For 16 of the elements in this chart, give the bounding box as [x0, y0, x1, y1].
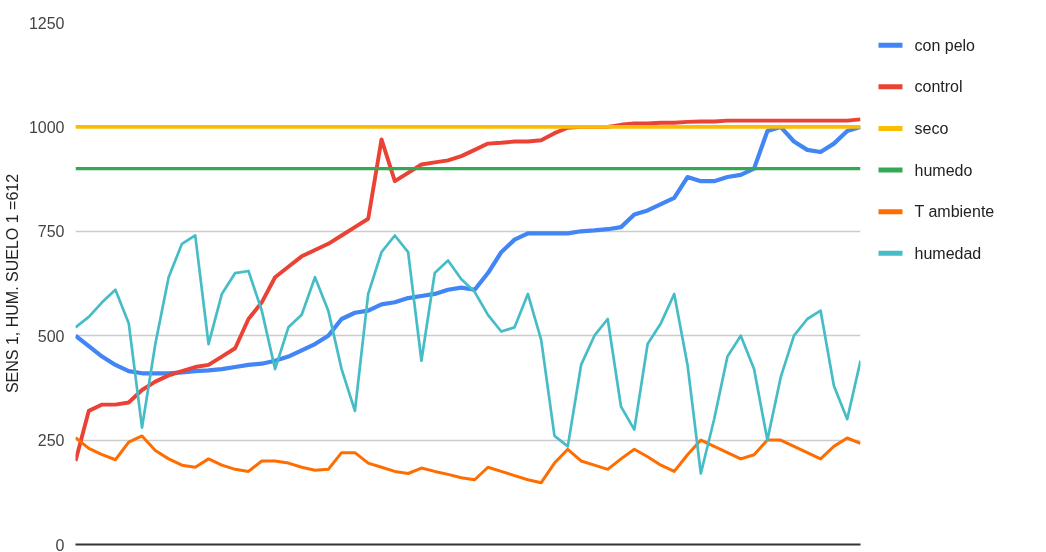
- y-axis-title: SENS 1, HUM. SUELO 1 =612: [3, 173, 21, 394]
- legend-label: control: [914, 78, 963, 96]
- y-tick-label: 750: [37, 223, 65, 241]
- y-tick-label: 0: [55, 536, 65, 552]
- legend-label: con pelo: [914, 36, 976, 54]
- line-series: [75, 234, 861, 475]
- y-tick-label: 500: [37, 327, 65, 345]
- y-tick-label: 1000: [28, 118, 65, 136]
- legend-label: humedad: [914, 244, 982, 262]
- y-tick-label: 1250: [28, 14, 65, 32]
- y-tick-label: 250: [37, 432, 65, 450]
- line-series: [75, 117, 861, 463]
- legend-label: seco: [914, 119, 949, 137]
- line-series: [75, 434, 861, 485]
- legend-label: T ambiente: [914, 203, 995, 221]
- legend-label: humedo: [914, 161, 973, 179]
